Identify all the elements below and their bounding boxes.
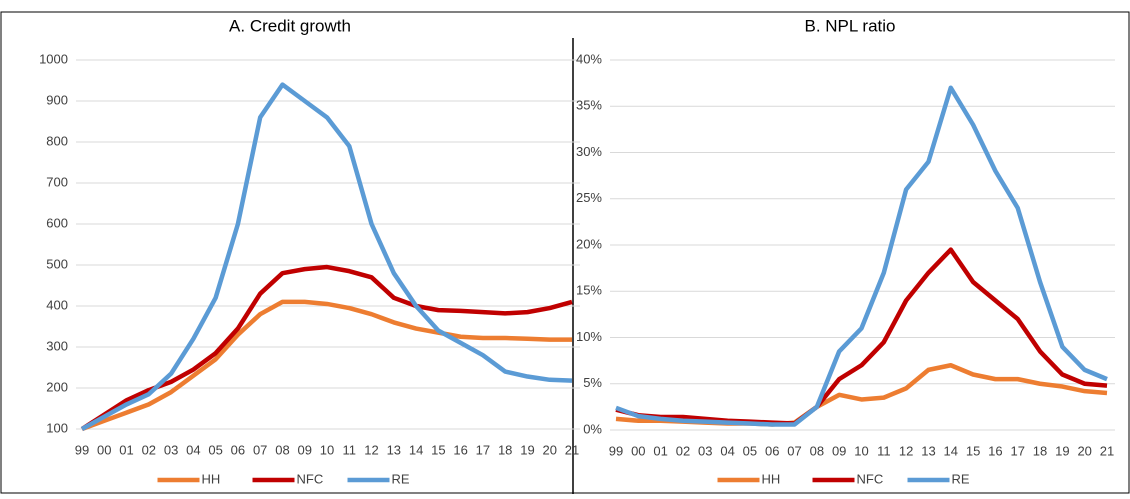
y-tick-label: 200 (46, 379, 68, 394)
y-tick-label: 300 (46, 338, 68, 353)
x-tick-label: 21 (565, 442, 579, 457)
legend-label: HH (762, 471, 781, 486)
x-tick-label: 16 (988, 443, 1002, 458)
x-tick-label: 05 (743, 443, 757, 458)
x-tick-label: 06 (765, 443, 779, 458)
x-tick-label: 18 (498, 442, 512, 457)
series-line (615, 247, 1108, 426)
chart-title: A. Credit growth (229, 16, 351, 35)
y-tick-label: 500 (46, 256, 68, 271)
chart-title: B. NPL ratio (804, 16, 895, 35)
y-tick-label: 30% (576, 144, 602, 159)
y-tick-label: 1000 (39, 51, 68, 66)
x-tick-label: 00 (97, 442, 111, 457)
x-tick-label: 12 (899, 443, 913, 458)
x-tick-label: 99 (75, 442, 89, 457)
x-tick-label: 10 (320, 442, 334, 457)
x-tick-label: 09 (297, 442, 311, 457)
y-tick-label: 700 (46, 174, 68, 189)
x-tick-label: 13 (921, 443, 935, 458)
x-tick-label: 02 (142, 442, 156, 457)
y-tick-label: 20% (576, 236, 602, 251)
x-tick-label: 03 (698, 443, 712, 458)
x-tick-label: 07 (253, 442, 267, 457)
x-tick-label: 09 (832, 443, 846, 458)
legend-label: RE (952, 471, 970, 486)
y-tick-label: 0% (583, 421, 602, 436)
y-tick-label: 10% (576, 329, 602, 344)
x-tick-label: 17 (1010, 443, 1024, 458)
y-tick-label: 100 (46, 420, 68, 435)
x-tick-label: 01 (653, 443, 667, 458)
x-tick-label: 14 (409, 442, 423, 457)
y-tick-label: 400 (46, 297, 68, 312)
x-tick-label: 20 (1077, 443, 1091, 458)
x-tick-label: 12 (364, 442, 378, 457)
x-tick-label: 13 (387, 442, 401, 457)
x-tick-label: 00 (631, 443, 645, 458)
series-line (80, 264, 573, 431)
series-line (615, 85, 1108, 427)
series-line (80, 82, 573, 431)
x-tick-label: 08 (275, 442, 289, 457)
y-tick-label: 5% (583, 375, 602, 390)
x-tick-label: 18 (1033, 443, 1047, 458)
legend-label: RE (392, 471, 410, 486)
y-tick-label: 600 (46, 215, 68, 230)
x-tick-label: 04 (720, 443, 734, 458)
y-tick-label: 15% (576, 283, 602, 298)
legend-label: NFC (297, 471, 324, 486)
x-tick-label: 11 (343, 442, 357, 457)
x-tick-label: 19 (520, 442, 534, 457)
series-line (81, 299, 572, 432)
y-tick-label: 35% (576, 98, 602, 113)
y-tick-label: 900 (46, 92, 68, 107)
x-tick-label: 07 (787, 443, 801, 458)
x-tick-label: 11 (877, 443, 891, 458)
x-tick-label: 15 (431, 442, 445, 457)
legend-label: HH (202, 471, 221, 486)
y-tick-label: 800 (46, 133, 68, 148)
x-tick-label: 15 (966, 443, 980, 458)
y-tick-label: 25% (576, 190, 602, 205)
x-tick-label: 10 (854, 443, 868, 458)
y-tick-label: 40% (576, 51, 602, 66)
x-tick-label: 08 (810, 443, 824, 458)
x-tick-label: 02 (676, 443, 690, 458)
x-tick-label: 20 (542, 442, 556, 457)
x-tick-label: 17 (476, 442, 490, 457)
x-tick-label: 16 (453, 442, 467, 457)
x-tick-label: 99 (609, 443, 623, 458)
x-tick-label: 03 (164, 442, 178, 457)
x-tick-label: 01 (119, 442, 133, 457)
x-tick-label: 21 (1100, 443, 1114, 458)
frame (0, 11, 1130, 494)
x-tick-label: 04 (186, 442, 200, 457)
x-tick-label: 05 (208, 442, 222, 457)
x-tick-label: 06 (231, 442, 245, 457)
x-tick-label: 14 (944, 443, 958, 458)
x-tick-label: 19 (1055, 443, 1069, 458)
legend-label: NFC (857, 471, 884, 486)
